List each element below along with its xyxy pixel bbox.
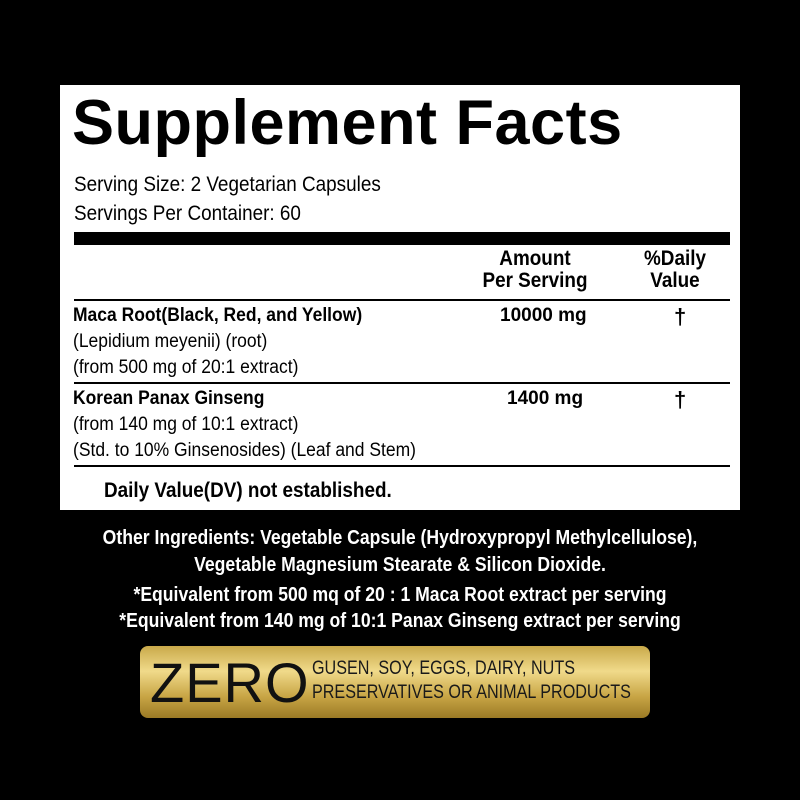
badge-line2: PRESERVATIVES OR ANIMAL PRODUCTS bbox=[312, 682, 631, 703]
thick-divider bbox=[74, 232, 730, 245]
ingredient-detail: (from 500 mg of 20:1 extract) bbox=[73, 357, 299, 378]
divider bbox=[74, 465, 730, 467]
ingredient-detail: (from 140 mg of 10:1 extract) bbox=[73, 414, 299, 435]
equivalent-note-maca: *Equivalent from 500 mq of 20 : 1 Maca R… bbox=[133, 584, 667, 606]
ingredient-amount: 1400 mg bbox=[507, 388, 584, 409]
amount-header: Amount Per Serving bbox=[472, 248, 598, 292]
ingredient-detail: (Lepidium meyenii) (root) bbox=[73, 331, 268, 352]
daily-value-header: %Daily Value bbox=[630, 248, 720, 292]
dagger-mark: † bbox=[674, 387, 687, 412]
divider bbox=[74, 382, 730, 384]
label-title: Supplement Facts bbox=[72, 88, 623, 158]
ingredient-name: Korean Panax Ginseng bbox=[73, 388, 265, 409]
servings-per-container: Servings Per Container: 60 bbox=[74, 202, 301, 225]
dv-header-line2: Value bbox=[650, 269, 700, 292]
dagger-mark: † bbox=[674, 304, 687, 329]
dv-header-line1: %Daily bbox=[644, 247, 706, 270]
footnote: Daily Value(DV) not established. bbox=[104, 479, 392, 502]
equivalent-note-ginseng: *Equivalent from 140 mg of 10:1 Panax Gi… bbox=[119, 610, 681, 632]
badge-line1: GUSEN, SOY, EGGS, DAIRY, NUTS bbox=[312, 658, 575, 679]
other-ingredients-line1: Other Ingredients: Vegetable Capsule (Hy… bbox=[102, 527, 698, 549]
serving-size: Serving Size: 2 Vegetarian Capsules bbox=[74, 173, 381, 196]
ingredient-detail: (Std. to 10% Ginsenosides) (Leaf and Ste… bbox=[73, 440, 416, 461]
amount-header-line2: Per Serving bbox=[482, 269, 588, 292]
amount-header-line1: Amount bbox=[499, 247, 571, 270]
free-from-badge: ZERO GUSEN, SOY, EGGS, DAIRY, NUTS PRESE… bbox=[140, 646, 650, 718]
badge-zero: ZERO bbox=[150, 651, 310, 714]
other-ingredients-line2: Vegetable Magnesium Stearate & Silicon D… bbox=[194, 554, 606, 576]
divider bbox=[74, 299, 730, 301]
supplement-facts-panel: Supplement Facts Serving Size: 2 Vegetar… bbox=[60, 85, 740, 510]
ingredient-name: Maca Root(Black, Red, and Yellow) bbox=[73, 305, 363, 326]
ingredient-amount: 10000 mg bbox=[500, 305, 587, 326]
